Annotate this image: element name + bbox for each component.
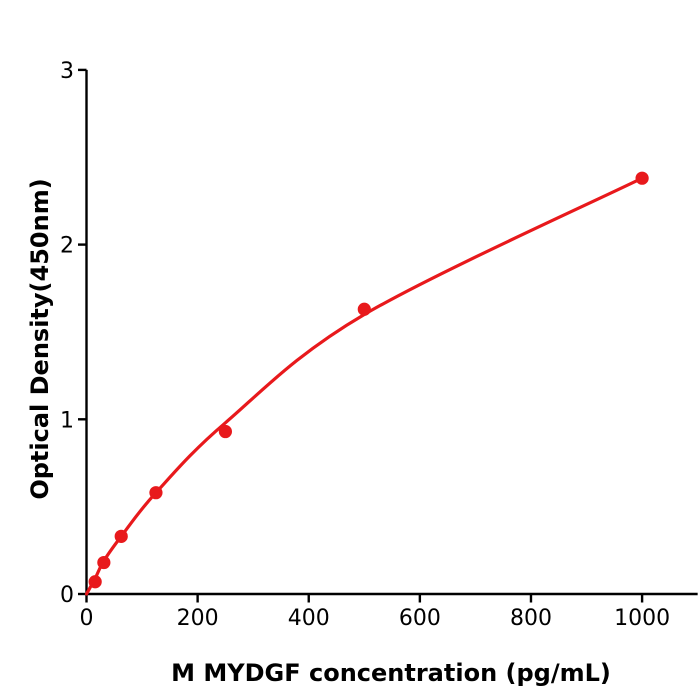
data-point: [88, 575, 102, 589]
x-tick-label: 800: [510, 606, 552, 631]
fitted-curve-line: [84, 176, 644, 596]
x-tick-label: 600: [399, 606, 441, 631]
x-tick-label: 1000: [614, 606, 670, 631]
data-point: [97, 555, 111, 570]
x-tick-label: 0: [80, 606, 94, 631]
data-point: [149, 486, 163, 500]
x-tick-label: 200: [177, 606, 219, 631]
data-point: [218, 424, 232, 439]
y-tick-label: 0: [60, 583, 74, 608]
data-point: [635, 171, 649, 185]
x-tick-label: 400: [288, 606, 330, 631]
y-axis-label: Optical Density(450nm): [26, 178, 54, 499]
y-tick-label: 3: [60, 59, 74, 84]
y-tick-label: 2: [60, 234, 74, 259]
x-axis-label: M MYDGF concentration (pg/mL): [171, 659, 611, 687]
data-point: [114, 529, 128, 543]
data-point: [357, 302, 371, 316]
y-tick-label: 1: [60, 408, 74, 433]
